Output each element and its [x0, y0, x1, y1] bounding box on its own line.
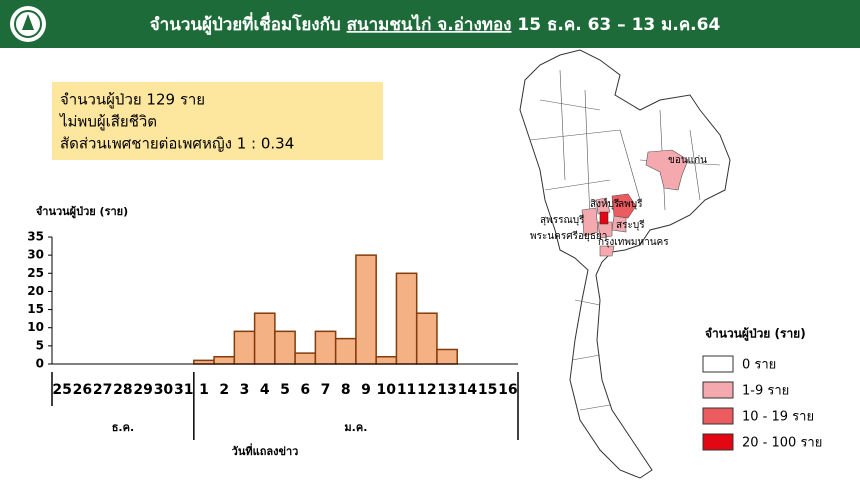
x-tick-label: 25 [52, 382, 71, 398]
province-area [611, 215, 627, 233]
map [519, 49, 731, 479]
y-tick-label: 15 [27, 302, 44, 316]
title-part: สนามชนไก่ จ.อ่างทอง [347, 14, 512, 35]
x-group-label: ธ.ค. [112, 421, 134, 434]
x-tick-label: 9 [361, 382, 371, 398]
province-label: ลพบุรี [618, 198, 643, 210]
y-axis-title: จำนวนผู้ป่วย (ราย) [36, 205, 128, 219]
legend-label: 1-9 ราย [742, 384, 789, 399]
legend-title: จำนวนผู้ป่วย (ราย) [705, 327, 806, 342]
province-label: สระบุรี [616, 219, 645, 231]
x-tick-label: 15 [478, 382, 497, 398]
y-tick-label: 5 [36, 338, 44, 352]
title-part: 15 ธ.ค. 63 – 13 ม.ค.64 [517, 15, 720, 35]
info-line: จำนวนผู้ป่วย 129 ราย [60, 91, 205, 109]
info-line: สัดส่วนเพศชายต่อเพศหญิง 1 : 0.34 [60, 135, 294, 153]
y-tick-label: 20 [27, 284, 44, 298]
bar [355, 254, 377, 365]
legend: 0 ราย 1-9 ราย 10 - 19 ราย 20 - 100 ราย [702, 355, 822, 451]
x-tick-label: 30 [154, 382, 174, 398]
header-title: จำนวนผู้ป่วยที่เชื่อมโยงกับ สนามชนไก่ จ.… [150, 12, 721, 36]
bar [294, 352, 317, 365]
bar [334, 337, 357, 365]
logo-ring [14, 10, 42, 38]
x-tick-label: 16 [498, 382, 517, 398]
bar [415, 312, 438, 365]
province-area [581, 207, 599, 237]
bar [375, 355, 398, 365]
x-tick-label: 1 [199, 382, 209, 398]
legend-swatch [702, 407, 734, 425]
x-tick-label: 5 [280, 382, 290, 398]
province-area [599, 211, 609, 225]
province-area [645, 149, 689, 191]
info-line: ไม่พบผู้เสียชีวิต [59, 113, 157, 131]
province-area [611, 193, 637, 219]
x-tick-label: 14 [458, 382, 478, 398]
info-box [52, 82, 383, 160]
x-tick-label: 3 [240, 382, 250, 398]
province-label: กรุงเทพมหานคร [598, 237, 669, 248]
bar [253, 312, 276, 365]
x-tick-label: 29 [133, 382, 152, 398]
x-tick-label: 7 [321, 382, 331, 398]
bar [395, 272, 418, 365]
country-outline [519, 49, 731, 479]
province-label: สุพรรณบุรี [540, 214, 585, 226]
legend-label: 20 - 100 ราย [742, 436, 822, 451]
legend-label: 10 - 19 ราย [742, 410, 814, 425]
x-tick-label: 6 [300, 382, 310, 398]
bar [213, 355, 236, 365]
bar [274, 330, 296, 365]
bar [314, 330, 337, 365]
province-labels: ขอนแก่น สิงห์บุรี ลพบุรี สุพรรณบุรี สระบ… [530, 155, 707, 248]
x-tick-label: 27 [93, 382, 112, 398]
y-tick-label: 0 [36, 357, 44, 371]
bar [233, 330, 256, 365]
legend-swatch [702, 381, 734, 399]
x-axis-title: วันที่แถลงข่าว [232, 443, 299, 458]
bar-chart: จำนวนผู้ป่วย (ราย) วันที่แถลงข่าว 051015… [27, 205, 519, 458]
x-tick-label: 10 [377, 382, 397, 398]
bar [193, 359, 215, 365]
x-tick-label: 12 [417, 382, 436, 398]
y-tick-label: 25 [27, 266, 44, 280]
province-area [599, 245, 615, 257]
bar [436, 348, 458, 365]
x-tick-label: 4 [260, 382, 270, 398]
header-bar [0, 0, 860, 48]
province-label: พระนครศรีอยุธยา [530, 230, 607, 242]
logo-mark [22, 14, 34, 30]
x-tick-label: 31 [174, 382, 193, 398]
province-label: ขอนแก่น [668, 155, 707, 166]
y-tick-label: 35 [27, 230, 44, 244]
y-tick-label: 10 [27, 320, 44, 334]
y-tick-label: 30 [27, 248, 44, 262]
legend-label: 0 ราย [742, 358, 776, 373]
x-tick-label: 11 [397, 382, 416, 398]
province-area [595, 197, 611, 215]
province-label: สิงห์บุรี [590, 198, 620, 210]
x-tick-label: 26 [73, 382, 92, 398]
legend-swatch [702, 433, 734, 451]
x-tick-label: 8 [341, 382, 351, 398]
title-part: จำนวนผู้ป่วยที่เชื่อมโยงกับ [150, 12, 341, 36]
x-tick-label: 13 [437, 382, 456, 398]
x-tick-label: 2 [219, 382, 229, 398]
x-group-label: ม.ค. [344, 421, 367, 434]
legend-swatch [702, 355, 734, 373]
x-tick-label: 28 [113, 382, 132, 398]
